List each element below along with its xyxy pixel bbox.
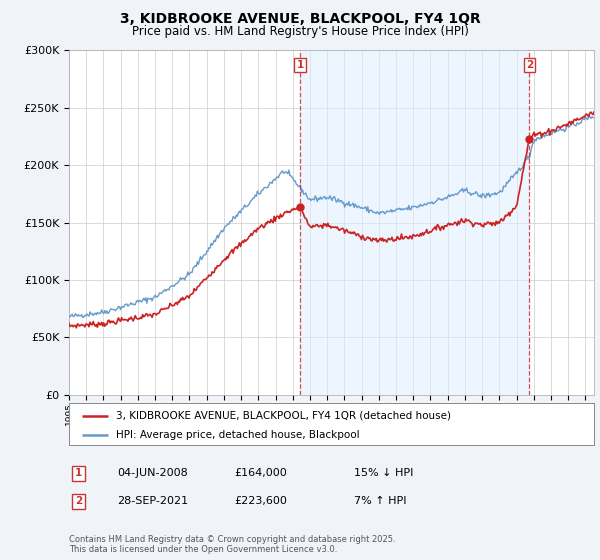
Text: £223,600: £223,600 [234, 496, 287, 506]
Text: 15% ↓ HPI: 15% ↓ HPI [354, 468, 413, 478]
Text: Contains HM Land Registry data © Crown copyright and database right 2025.
This d: Contains HM Land Registry data © Crown c… [69, 535, 395, 554]
Text: 04-JUN-2008: 04-JUN-2008 [117, 468, 188, 478]
Text: 7% ↑ HPI: 7% ↑ HPI [354, 496, 407, 506]
Text: Price paid vs. HM Land Registry's House Price Index (HPI): Price paid vs. HM Land Registry's House … [131, 25, 469, 38]
Text: 3, KIDBROOKE AVENUE, BLACKPOOL, FY4 1QR (detached house): 3, KIDBROOKE AVENUE, BLACKPOOL, FY4 1QR … [116, 411, 451, 421]
Text: 3, KIDBROOKE AVENUE, BLACKPOOL, FY4 1QR: 3, KIDBROOKE AVENUE, BLACKPOOL, FY4 1QR [119, 12, 481, 26]
Text: 28-SEP-2021: 28-SEP-2021 [117, 496, 188, 506]
Text: £164,000: £164,000 [234, 468, 287, 478]
Bar [300, 50, 529, 395]
Text: HPI: Average price, detached house, Blackpool: HPI: Average price, detached house, Blac… [116, 430, 360, 440]
Text: 2: 2 [526, 59, 533, 69]
Text: 1: 1 [75, 468, 82, 478]
Text: 1: 1 [296, 59, 304, 69]
Text: 2: 2 [75, 496, 82, 506]
